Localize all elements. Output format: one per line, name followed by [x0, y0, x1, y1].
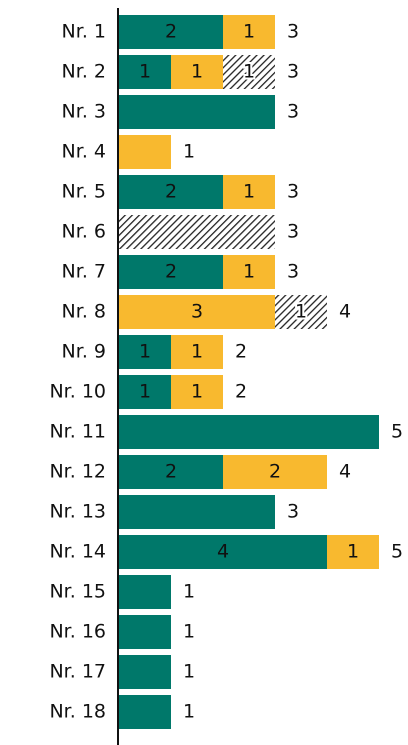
segment-label: 1: [243, 61, 255, 83]
bar-segment: [119, 55, 171, 89]
bar-segment: [119, 335, 171, 369]
bar-segment: [119, 535, 327, 569]
bar-segment: [119, 415, 379, 449]
bar-segment: [119, 455, 223, 489]
segment-label: 1: [191, 341, 203, 363]
bar-segment: [119, 255, 223, 289]
bar-segment: [119, 575, 171, 609]
category-label: Nr. 4: [62, 141, 106, 163]
category-label: Nr. 7: [62, 261, 106, 283]
category-label: Nr. 5: [62, 181, 106, 203]
segment-label: 1: [243, 261, 255, 283]
bar-segment: [223, 455, 327, 489]
total-label: 3: [287, 61, 299, 83]
bar-segment: [119, 655, 171, 689]
total-label: 2: [235, 341, 247, 363]
total-label: 4: [339, 461, 351, 483]
segment-label: 1: [191, 61, 203, 83]
segment-label: 2: [165, 21, 177, 43]
bar-segment: [119, 375, 171, 409]
bar-segment: [119, 215, 275, 249]
total-label: 3: [287, 101, 299, 123]
category-label: Nr. 17: [49, 661, 106, 683]
segment-label: 2: [165, 261, 177, 283]
total-label: 3: [287, 261, 299, 283]
category-label: Nr. 1: [62, 21, 106, 43]
bar-segment: [223, 15, 275, 49]
category-label: Nr. 12: [49, 461, 106, 483]
category-label: Nr. 18: [49, 701, 106, 723]
bar-segment: [119, 175, 223, 209]
bar-segment: [119, 15, 223, 49]
segment-label: 4: [217, 541, 229, 563]
category-label: Nr. 9: [62, 341, 106, 363]
category-label: Nr. 16: [49, 621, 106, 643]
total-label: 1: [183, 621, 195, 643]
segment-label: 1: [139, 341, 151, 363]
segment-label: 1: [295, 301, 307, 323]
segment-label: 1: [191, 381, 203, 403]
bar-segment: [119, 295, 275, 329]
bar-segment: [223, 175, 275, 209]
segment-label: 2: [269, 461, 281, 483]
bar-segment: [119, 135, 171, 169]
total-label: 5: [391, 541, 403, 563]
category-label: Nr. 2: [62, 61, 106, 83]
category-label: Nr. 3: [62, 101, 106, 123]
bar-segment: [119, 95, 275, 129]
bar-segment: [119, 615, 171, 649]
total-label: 1: [183, 141, 195, 163]
total-label: 3: [287, 221, 299, 243]
bar-segment: [223, 255, 275, 289]
category-label: Nr. 15: [49, 581, 106, 603]
bar-segment: [171, 375, 223, 409]
total-label: 4: [339, 301, 351, 323]
total-label: 3: [287, 181, 299, 203]
segment-label: 1: [243, 181, 255, 203]
category-label: Nr. 13: [49, 501, 106, 523]
category-label: Nr. 8: [62, 301, 106, 323]
total-label: 3: [287, 501, 299, 523]
bar-segment: [327, 535, 379, 569]
segment-label: 1: [139, 61, 151, 83]
segment-label: 1: [243, 21, 255, 43]
total-label: 2: [235, 381, 247, 403]
segment-label: 1: [139, 381, 151, 403]
total-label: 1: [183, 661, 195, 683]
category-label: Nr. 6: [62, 221, 106, 243]
total-label: 3: [287, 21, 299, 43]
bar-segment: [275, 295, 327, 329]
bar-segment: [223, 55, 275, 89]
category-label: Nr. 10: [49, 381, 106, 403]
bar-segment: [119, 495, 275, 529]
category-label: Nr. 11: [49, 421, 106, 443]
segment-label: 2: [165, 181, 177, 203]
total-label: 5: [391, 421, 403, 443]
bar-segment: [171, 335, 223, 369]
segment-label: 3: [191, 301, 203, 323]
segment-label: 2: [165, 461, 177, 483]
segment-label: 1: [347, 541, 359, 563]
total-label: 1: [183, 701, 195, 723]
category-label: Nr. 14: [49, 541, 106, 563]
bar-segment: [119, 695, 171, 729]
bar-segment: [171, 55, 223, 89]
total-label: 1: [183, 581, 195, 603]
